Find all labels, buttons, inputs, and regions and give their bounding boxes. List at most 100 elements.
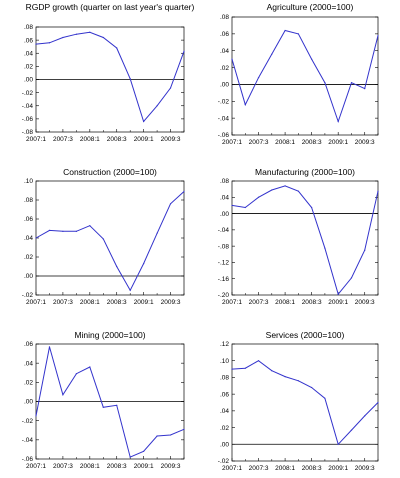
y-tick-label: .06	[24, 37, 33, 44]
x-tick-label: 2007:1	[26, 299, 46, 306]
y-tick-label: .04	[220, 48, 229, 55]
series-line	[231, 29, 379, 124]
x-tick-label: 2009:1	[134, 299, 154, 306]
y-tick-label: .00	[24, 273, 33, 280]
x-tick-label: 2009:1	[328, 299, 348, 306]
data-point	[284, 29, 286, 32]
y-tick-label: -.06	[22, 456, 34, 463]
x-tick-label: 2008:3	[302, 465, 322, 472]
data-point	[257, 360, 260, 362]
x-tick-label: 2007:3	[249, 139, 269, 146]
y-tick-label: -.04	[218, 115, 230, 122]
y-tick-label: .06	[24, 341, 33, 348]
data-point	[89, 225, 91, 227]
y-tick-label: .00	[220, 441, 229, 448]
data-point	[364, 249, 366, 251]
data-point	[169, 87, 172, 89]
x-tick-label: 2009:3	[161, 136, 181, 143]
series-line	[231, 360, 379, 446]
data-point	[35, 43, 37, 45]
plot-frame	[231, 180, 379, 296]
x-tick-label: 2008:1	[80, 463, 100, 470]
x-tick-label: 2009:3	[161, 463, 181, 470]
y-tick-label: .02	[220, 425, 229, 432]
y-tick-label: .12	[220, 341, 229, 348]
x-tick-label: 2008:3	[302, 299, 322, 306]
data-point	[129, 289, 131, 291]
x-tick-label: 2008:1	[80, 299, 100, 306]
y-tick-label: .04	[220, 194, 229, 201]
plot-frame	[231, 343, 379, 462]
data-point	[350, 429, 353, 431]
data-point	[271, 189, 273, 191]
series-line	[231, 185, 379, 296]
chart-title: Construction (2000=100)	[63, 167, 157, 177]
data-point	[156, 232, 158, 234]
data-point	[231, 58, 233, 60]
data-point	[89, 366, 91, 368]
chart-panel-2: Agriculture (2000=100) .08 .06 .04 .02 .00 -.0…	[218, 2, 379, 146]
data-point	[377, 401, 379, 404]
data-point	[271, 53, 273, 55]
data-point	[75, 373, 77, 375]
data-point	[183, 190, 185, 193]
y-tick-label: .02	[220, 65, 229, 72]
data-point	[35, 415, 37, 417]
data-point	[324, 82, 326, 84]
data-point	[169, 434, 172, 436]
data-point	[377, 190, 379, 192]
data-point	[244, 367, 246, 369]
x-tick-label: 2007:3	[53, 136, 73, 143]
data-point	[350, 277, 353, 279]
chart-title: Services (2000=100)	[266, 330, 345, 340]
data-point	[311, 386, 313, 389]
y-tick-label: .06	[24, 216, 33, 223]
x-tick-label: 2009:3	[355, 299, 375, 306]
data-point	[350, 82, 353, 84]
x-tick-label: 2007:1	[26, 463, 46, 470]
x-tick-label: 2008:1	[80, 136, 100, 143]
x-tick-label: 2007:3	[249, 299, 269, 306]
data-point	[337, 443, 339, 445]
x-tick-label: 2008:1	[275, 139, 295, 146]
x-tick-label: 2009:1	[134, 136, 154, 143]
y-tick-label: .00	[24, 77, 33, 84]
y-tick-label: -.12	[218, 260, 230, 267]
data-point	[244, 206, 246, 209]
data-point	[183, 428, 185, 430]
y-tick-label: .08	[24, 197, 33, 204]
x-tick-label: 2007:3	[53, 299, 73, 306]
x-tick-label: 2007:1	[222, 465, 242, 472]
y-tick-label: .04	[24, 360, 33, 367]
y-tick-label: .08	[220, 178, 229, 185]
data-point	[297, 33, 299, 35]
data-point	[337, 120, 339, 123]
data-point	[89, 31, 91, 33]
data-point	[169, 203, 172, 205]
chart-title: Mining (2000=100)	[74, 330, 145, 340]
y-tick-label: -.02	[22, 418, 34, 425]
y-tick-label: .04	[24, 235, 33, 242]
x-tick-label: 2009:1	[328, 465, 348, 472]
x-tick-label: 2009:1	[328, 139, 348, 146]
data-point	[116, 47, 118, 49]
data-point	[62, 230, 64, 232]
data-point	[143, 450, 145, 452]
data-point	[364, 415, 366, 417]
data-point	[129, 456, 131, 458]
data-point	[116, 404, 118, 406]
y-tick-label: -.04	[218, 227, 230, 234]
chart-panel-1: RGDP growth (quarter on last year's quar…	[22, 2, 195, 143]
y-tick-label: -.08	[22, 129, 34, 136]
y-tick-label: .10	[220, 358, 229, 365]
data-point	[102, 238, 104, 240]
x-tick-label: 2008:1	[275, 299, 295, 306]
chart-panel-3: Construction (2000=100) .10 .08 .06 .04 .02 .0…	[22, 167, 185, 306]
plot-frame	[35, 180, 185, 296]
x-tick-label: 2007:3	[249, 465, 269, 472]
y-tick-label: .02	[24, 64, 33, 71]
y-tick-label: .08	[220, 14, 229, 21]
data-point	[311, 206, 313, 209]
